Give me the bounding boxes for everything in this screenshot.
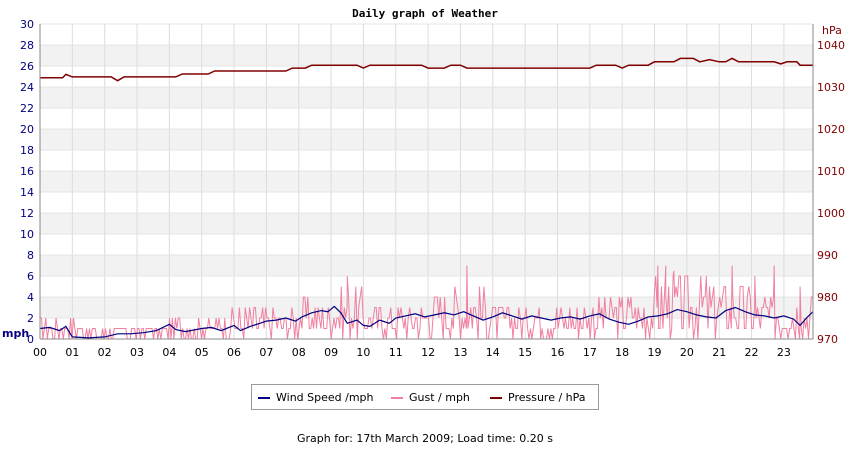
plot-grid [39, 23, 813, 340]
x-tick-label: 15 [518, 346, 532, 359]
left-tick-label: 10 [20, 228, 34, 241]
x-tick-label: 05 [195, 346, 209, 359]
left-tick-label: 20 [20, 123, 34, 136]
wind-series [39, 305, 814, 339]
left-tick-label: 2 [27, 312, 34, 325]
x-tick-label: 13 [453, 346, 467, 359]
left-tick-label: 26 [20, 60, 34, 73]
x-tick-label: 04 [162, 346, 176, 359]
grid-band [40, 129, 813, 150]
x-tick-label: 20 [680, 346, 694, 359]
legend-item-wind: Wind Speed /mph [258, 391, 374, 404]
grid-band [40, 213, 813, 234]
grid-band [40, 255, 813, 276]
right-tick-label: 1010 [817, 165, 845, 178]
legend-item-gust: Gust / mph [391, 391, 470, 404]
left-tick-label: 14 [20, 186, 34, 199]
left-tick-label: 22 [20, 102, 34, 115]
x-tick-label: 08 [292, 346, 306, 359]
left-tick-label: 0 [27, 333, 34, 346]
right-tick-label: 1020 [817, 123, 845, 136]
x-tick-label: 00 [33, 346, 47, 359]
gust-line [40, 265, 813, 340]
gust-series [40, 265, 813, 340]
left-unit-label: mph [2, 327, 29, 340]
right-tick-label: 980 [817, 291, 838, 304]
legend: Wind Speed /mph Gust / mph Pressure / hP… [251, 384, 599, 410]
legend-item-pressure: Pressure / hPa [490, 391, 586, 404]
x-tick-label: 22 [745, 346, 759, 359]
pressure-swatch [490, 397, 502, 399]
left-tick-label: 24 [20, 81, 34, 94]
right-tick-label: 1040 [817, 39, 845, 52]
axis-labels: 0246810121416182022242628309709809901000… [20, 18, 845, 359]
left-tick-label: 6 [27, 270, 34, 283]
right-tick-label: 1000 [817, 207, 845, 220]
x-tick-label: 18 [615, 346, 629, 359]
chart-title: Daily graph of Weather [352, 7, 498, 20]
wind-speed-line [39, 305, 814, 339]
left-tick-label: 16 [20, 165, 34, 178]
pressure-series [40, 57, 813, 82]
x-tick-label: 10 [356, 346, 370, 359]
grid-band [40, 45, 813, 66]
x-tick-label: 07 [259, 346, 273, 359]
x-tick-label: 11 [389, 346, 403, 359]
left-tick-label: 4 [27, 291, 34, 304]
wind-swatch [258, 397, 270, 399]
left-tick-label: 18 [20, 144, 34, 157]
x-tick-label: 17 [583, 346, 597, 359]
plot-axes [39, 24, 814, 340]
grid-band [40, 171, 813, 192]
x-tick-label: 02 [98, 346, 112, 359]
right-unit-label: hPa [822, 24, 842, 37]
right-tick-label: 1030 [817, 81, 845, 94]
plot-bands [40, 45, 813, 318]
legend-label-wind: Wind Speed /mph [276, 391, 374, 404]
legend-label-gust: Gust / mph [409, 391, 470, 404]
left-tick-label: 30 [20, 18, 34, 31]
x-tick-label: 09 [324, 346, 338, 359]
left-tick-label: 12 [20, 207, 34, 220]
right-tick-label: 990 [817, 249, 838, 262]
x-tick-label: 21 [712, 346, 726, 359]
x-tick-label: 16 [550, 346, 564, 359]
left-tick-label: 28 [20, 39, 34, 52]
footer-text: Graph for: 17th March 2009; Load time: 0… [296, 432, 554, 445]
x-tick-label: 12 [421, 346, 435, 359]
legend-label-pressure: Pressure / hPa [508, 391, 586, 404]
pressure-line [40, 57, 813, 82]
grid-band [40, 87, 813, 108]
x-tick-label: 23 [777, 346, 791, 359]
right-tick-label: 970 [817, 333, 838, 346]
left-tick-label: 8 [27, 249, 34, 262]
x-tick-label: 01 [65, 346, 79, 359]
x-tick-label: 19 [648, 346, 662, 359]
x-tick-label: 14 [486, 346, 500, 359]
x-tick-label: 06 [227, 346, 241, 359]
gust-swatch [391, 397, 403, 399]
x-tick-label: 03 [130, 346, 144, 359]
